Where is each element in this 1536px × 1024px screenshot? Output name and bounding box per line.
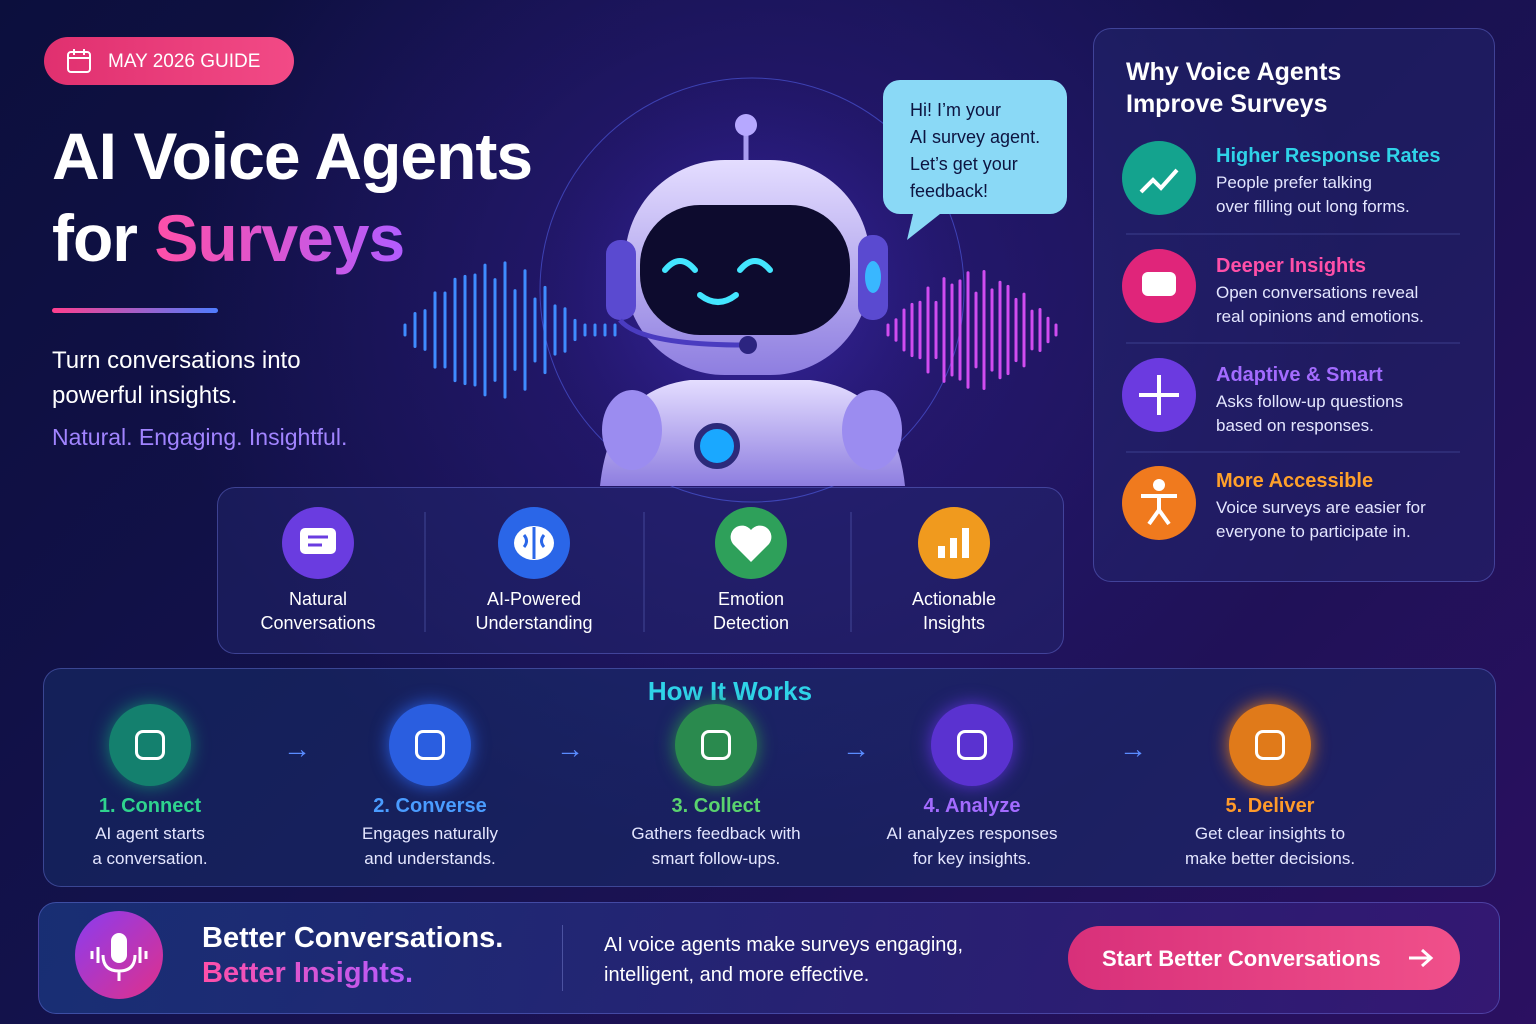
- why-heading: Adaptive & Smart: [1216, 364, 1383, 386]
- why-text: Open conversations reveal: [1216, 283, 1419, 302]
- footer-highlight: Better Insights.: [202, 957, 414, 989]
- feature-label: AI-Powered: [486, 589, 582, 609]
- step-text: and understands.: [364, 849, 496, 868]
- step-arrow: →: [556, 733, 584, 764]
- waveforms: [403, 261, 1058, 399]
- speech-text: Hi! I’m your AI survey agent. Let’s get …: [910, 97, 1040, 205]
- why-text: based on responses.: [1216, 416, 1374, 435]
- calendar-icon: [67, 49, 91, 73]
- step-icon-glyph: [957, 730, 987, 760]
- step-icon: [1229, 704, 1311, 786]
- step-text: AI agent starts: [95, 824, 205, 843]
- step-icon: [675, 704, 757, 786]
- step-icon-glyph: [415, 730, 445, 760]
- feature-label: Emotion: [717, 589, 785, 609]
- feature-label: Actionable: [911, 589, 997, 609]
- step-icon: [109, 704, 191, 786]
- badge-text: MAY 2026 GUIDE: [108, 51, 261, 72]
- step-text: for key insights.: [912, 849, 1032, 868]
- speech-line: Let’s get your: [910, 154, 1018, 174]
- step-text: Get clear insights to: [1194, 824, 1346, 843]
- why-text: over filling out long forms.: [1216, 197, 1410, 216]
- why-text: real opinions and emotions.: [1216, 307, 1424, 326]
- step-icon: [389, 704, 471, 786]
- step-text: Gathers feedback with: [631, 824, 801, 843]
- step-heading: 4. Analyze: [923, 795, 1021, 817]
- step-text: smart follow-ups.: [651, 849, 781, 868]
- tagline-line: powerful insights.: [52, 382, 238, 409]
- why-text: Voice surveys are easier for: [1216, 498, 1426, 517]
- footer-text-line: intelligent, and more effective.: [604, 964, 870, 986]
- why-text: everyone to participate in.: [1216, 522, 1411, 541]
- step-arrow: →: [283, 733, 311, 764]
- feature-label: Insights: [922, 613, 986, 633]
- why-text: People prefer talking: [1216, 173, 1372, 192]
- step-text: a conversation.: [92, 849, 208, 868]
- speech-line: AI survey agent.: [910, 127, 1041, 147]
- mic-icon: [75, 911, 163, 999]
- step-heading: 2. Converse: [373, 795, 487, 817]
- why-heading: More Accessible: [1216, 470, 1374, 492]
- step-icon: [931, 704, 1013, 786]
- how-title: How It Works: [647, 676, 813, 706]
- speech-line: feedback!: [910, 181, 989, 201]
- tagline: Turn conversations into powerful insight…: [52, 343, 301, 413]
- step-text: AI analyzes responses: [886, 824, 1058, 843]
- step-text: Engages naturally: [361, 824, 499, 843]
- cta-label: Start Better Conversations: [1102, 946, 1381, 971]
- speech-line: Hi! I’m your: [910, 100, 1002, 120]
- why-title-line: Why Voice Agents: [1126, 58, 1342, 86]
- cta-button[interactable]: Start Better Conversations: [1068, 926, 1460, 990]
- footer-text: AI voice agents make surveys engaging, i…: [604, 930, 963, 990]
- why-icons: [1122, 141, 1460, 540]
- step-icon-glyph: [1255, 730, 1285, 760]
- speech-bubble: [883, 80, 1067, 240]
- hero-title-line2: for Surveys: [52, 200, 405, 276]
- badge: MAY 2026 GUIDE: [44, 37, 294, 85]
- step-arrow: →: [842, 733, 870, 764]
- step-text: make better decisions.: [1184, 849, 1356, 868]
- footer-headline: Better Conversations.: [202, 922, 504, 954]
- step-arrow: →: [1119, 733, 1147, 764]
- feature-icons: [282, 507, 990, 632]
- hero-title: AI Voice Agents: [52, 119, 533, 193]
- why-title: Why Voice Agents Improve Surveys: [1126, 56, 1341, 120]
- motto: Natural. Engaging. Insightful.: [52, 424, 348, 450]
- why-heading: Deeper Insights: [1216, 255, 1367, 277]
- step-heading: 5. Deliver: [1225, 795, 1315, 817]
- hero-title-prefix: for: [52, 201, 138, 275]
- why-title-line: Improve Surveys: [1126, 90, 1328, 118]
- tagline-line: Turn conversations into: [52, 347, 301, 374]
- step-heading: 1. Connect: [98, 795, 202, 817]
- why-heading: Higher Response Rates: [1216, 145, 1441, 167]
- footer-divider: [562, 925, 563, 991]
- title-underline: [52, 308, 218, 313]
- feature-label: Detection: [712, 613, 790, 633]
- why-text: Asks follow-up questions: [1216, 392, 1404, 411]
- robot: [600, 114, 905, 486]
- step-heading: 3. Collect: [671, 795, 761, 817]
- feature-label: Natural: [288, 589, 348, 609]
- feature-label: Understanding: [475, 613, 593, 633]
- hero-title-highlight: Surveys: [154, 201, 405, 275]
- cta-arrow: [1409, 948, 1434, 968]
- footer-text-line: AI voice agents make surveys engaging,: [604, 934, 964, 956]
- feature-label: Conversations: [260, 613, 376, 633]
- step-icon-glyph: [135, 730, 165, 760]
- step-icon-glyph: [701, 730, 731, 760]
